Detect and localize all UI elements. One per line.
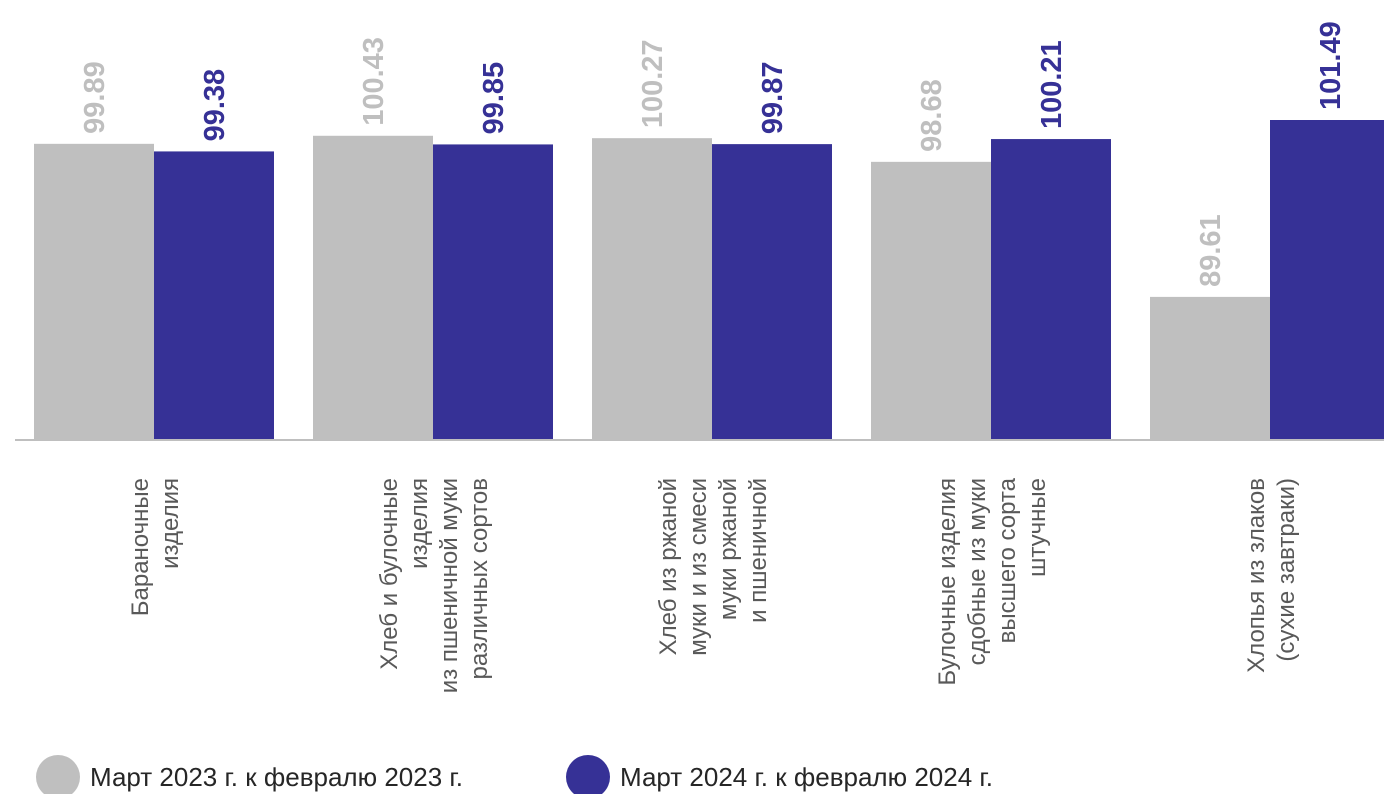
- bar-series2-cat1: [154, 151, 274, 441]
- bar-series2-cat4: [991, 139, 1111, 440]
- bar-series2-cat2: [433, 144, 553, 440]
- legend-label-series2: Март 2024 г. к февралю 2024 г.: [620, 762, 993, 792]
- value-label-series2-cat3: 99.87: [757, 62, 789, 135]
- category-label-4-line-2: сдобные из муки: [964, 478, 991, 665]
- value-label-series1-cat5: 89.61: [1195, 214, 1227, 287]
- category-label-4-line-1: Булочные изделия: [934, 478, 961, 686]
- category-label-1-line-1: Бараночные: [127, 478, 154, 616]
- category-label-5-line-1: Хлопья из злаков: [1243, 478, 1270, 673]
- bar-series1-cat1: [34, 143, 154, 441]
- value-label-series2-cat4: 100.21: [1036, 40, 1068, 129]
- category-label-1-line-2: изделия: [157, 478, 184, 569]
- value-label-series2-cat1: 99.38: [199, 69, 231, 142]
- legend-label-series1: Март 2023 г. к февралю 2023 г.: [90, 762, 463, 792]
- value-label-series1-cat2: 100.43: [358, 37, 390, 126]
- bars-group: [34, 120, 1384, 441]
- bar-series1-cat4: [871, 161, 991, 440]
- category-label-3-line-4: и пшеничной: [745, 478, 772, 623]
- value-label-series1-cat3: 100.27: [637, 39, 669, 128]
- category-label-4-line-3: высшего сорта: [994, 477, 1021, 643]
- category-labels-group: Бараночные изделия Хлеб и булочные изделия и…: [127, 477, 1300, 693]
- value-label-series1-cat4: 98.68: [916, 79, 948, 152]
- category-label-3-line-1: Хлеб из ржаной: [655, 478, 682, 655]
- legend-marker-series2: [566, 755, 610, 794]
- category-label-2-line-2: изделия: [406, 478, 433, 569]
- value-label-series2-cat2: 99.85: [478, 62, 510, 135]
- bar-series2-cat5: [1270, 120, 1384, 440]
- legend-marker-series1: [36, 755, 80, 794]
- value-labels-group: 99.89 99.38 100.43 99.85 100.27 99.87 98.68 100…: [79, 21, 1347, 287]
- category-label-4-line-4: штучные: [1024, 478, 1051, 577]
- value-label-series1-cat1: 99.89: [79, 61, 111, 134]
- category-label-2-line-4: различных сортов: [466, 478, 493, 680]
- bar-series2-cat3: [712, 144, 832, 440]
- category-label-2-line-3: из пшеничной муки: [436, 478, 463, 693]
- category-label-5-line-2: (сухие завтраки): [1273, 478, 1300, 662]
- bar-series1-cat5: [1150, 296, 1270, 440]
- category-label-2-line-1: Хлеб и булочные: [376, 478, 403, 670]
- bar-series1-cat3: [592, 138, 712, 440]
- category-label-3-line-3: муки ржаной: [715, 478, 742, 620]
- category-label-3-line-2: муки и из смеси: [685, 478, 712, 656]
- legend: Март 2023 г. к февралю 2023 г. Март 2024 …: [36, 755, 993, 794]
- bar-series1-cat2: [313, 135, 433, 440]
- value-label-series2-cat5: 101.49: [1315, 21, 1347, 110]
